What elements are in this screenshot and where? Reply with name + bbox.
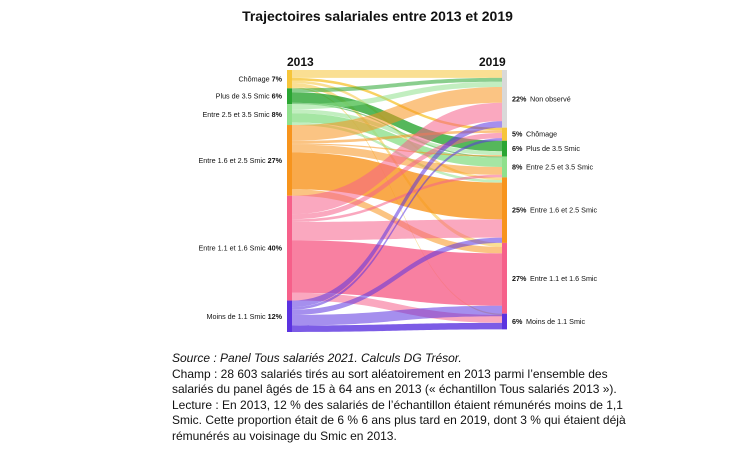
label-2019-name-m11: Moins de 1.1 Smic <box>526 317 586 326</box>
flow-chom-to-chom <box>292 77 502 131</box>
node-2019-p35 <box>502 140 507 157</box>
label-2019-pct-p35: 6% <box>512 144 523 153</box>
sankey-chart: Chômage 7%Plus de 3.5 Smic 6%Entre 2.5 e… <box>198 55 598 332</box>
flows-layer <box>292 70 502 332</box>
label-2019-name-chom: Chômage <box>526 130 557 139</box>
flow-e16-to-e16 <box>292 152 502 220</box>
node-2013-chom <box>287 70 292 89</box>
label-2013-e16: Entre 1.6 et 2.5 Smic 27% <box>198 156 282 165</box>
label-2013-p35: Plus de 3.5 Smic 6% <box>216 92 283 101</box>
note-source: Source : Panel Tous salariés 2021. Calcu… <box>172 351 462 365</box>
node-2019-m11 <box>502 313 507 330</box>
node-2013-m11 <box>287 300 292 332</box>
flow-e11-to-chom <box>292 132 502 220</box>
flow-e16-to-chom <box>292 130 502 144</box>
node-2019-chom <box>502 127 507 141</box>
flow-e25-to-nobs <box>292 81 502 110</box>
node-2019-e16 <box>502 177 507 243</box>
flow-e16-to-nobs <box>292 87 502 141</box>
flow-e11-to-e16 <box>292 219 502 241</box>
flow-e11-to-nobs <box>292 102 502 215</box>
labels-layer: Chômage 7%Plus de 3.5 Smic 6%Entre 2.5 e… <box>198 75 597 326</box>
year-2019-header: 2019 <box>479 55 506 69</box>
node-2013-e25 <box>287 104 292 126</box>
flow-m11-to-nobs <box>292 121 502 308</box>
label-2013-e25: Entre 2.5 et 3.5 Smic 8% <box>202 110 282 119</box>
label-2019-pct-nobs: 22% <box>512 94 527 103</box>
note-lecture: Lecture : En 2013, 12 % des salariés de … <box>172 397 626 443</box>
flow-chom-to-nobs <box>292 70 502 78</box>
nodes-layer <box>287 70 507 332</box>
label-2019-pct-e16: 25% <box>512 206 527 215</box>
node-2019-e25 <box>502 156 507 178</box>
label-2013-m11: Moins de 1.1 Smic 12% <box>206 312 282 321</box>
node-2019-e11 <box>502 242 507 314</box>
chart-notes: Source : Panel Tous salariés 2021. Calcu… <box>172 351 632 444</box>
label-2019-name-nobs: Non observé <box>530 94 571 103</box>
year-2013-header: 2013 <box>287 55 314 69</box>
flow-e11-to-e25 <box>292 174 502 222</box>
label-2019-pct-m11: 6% <box>512 317 523 326</box>
flow-p35-to-nobs <box>292 77 502 93</box>
label-2019-name-e25: Entre 2.5 et 3.5 Smic <box>526 162 594 171</box>
node-2013-p35 <box>287 88 292 105</box>
label-2019-pct-chom: 5% <box>512 130 523 139</box>
node-2013-e16 <box>287 125 292 196</box>
flow-m11-to-chom <box>292 138 502 310</box>
note-champ: Champ : 28 603 salariés tirés au sort al… <box>172 366 617 397</box>
label-2019-name-p35: Plus de 3.5 Smic <box>526 144 580 153</box>
label-2019-name-e11: Entre 1.1 et 1.6 Smic <box>530 274 598 283</box>
flow-m11-to-e16 <box>292 237 502 315</box>
chart-title: Trajectoires salariales entre 2013 et 20… <box>242 8 513 24</box>
flow-m11-to-e11 <box>292 305 502 326</box>
node-2013-e11 <box>287 195 292 301</box>
flow-m11-to-m11 <box>292 322 502 332</box>
label-2013-chom: Chômage 7% <box>238 75 282 84</box>
flow-e25-to-p35 <box>292 109 502 156</box>
label-2019-pct-e25: 8% <box>512 162 523 171</box>
label-2013-e11: Entre 1.1 et 1.6 Smic 40% <box>198 244 282 253</box>
label-2019-pct-e11: 27% <box>512 274 527 283</box>
label-2019-name-e16: Entre 1.6 et 2.5 Smic <box>530 206 598 215</box>
node-2019-nobs <box>502 70 507 128</box>
